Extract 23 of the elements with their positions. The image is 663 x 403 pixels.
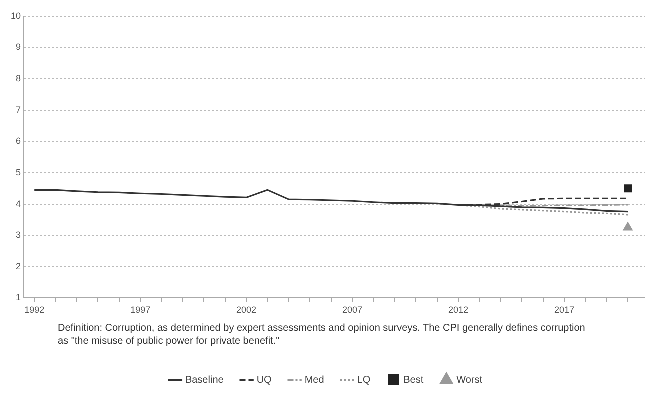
y-tick-label: 9 bbox=[16, 42, 22, 52]
text: Definition: Corruption, as determined by expert assessments and opinion surveys. The CPI generally defines corruption as "the misuse of public power for private benefit." bbox=[58, 322, 586, 347]
y-tick-label: 3 bbox=[16, 230, 22, 240]
legend-label: LQ bbox=[357, 374, 371, 386]
y-tick-label: 1 bbox=[16, 292, 22, 303]
x-tick-label: 1992 bbox=[24, 305, 45, 316]
x-tick-label: 2017 bbox=[554, 305, 574, 316]
legend-label: Best bbox=[404, 374, 424, 386]
x-tick-label: 2007 bbox=[342, 305, 363, 316]
y-tick-label: 8 bbox=[16, 74, 22, 84]
legend-label: Med bbox=[304, 374, 324, 386]
x-tick-label: 1997 bbox=[130, 305, 151, 316]
y-tick-label: 7 bbox=[16, 104, 22, 115]
y-tick-label: 5 bbox=[16, 167, 22, 178]
y-tick-label: 4 bbox=[16, 198, 22, 209]
x-tick-label: 2002 bbox=[236, 305, 257, 316]
x-tick-label: 2012 bbox=[448, 305, 469, 316]
y-tick-label: 2 bbox=[16, 261, 22, 272]
y-tick-label: 6 bbox=[16, 136, 22, 146]
y-tick-label: 10 bbox=[10, 10, 22, 21]
legend-label: UQ bbox=[256, 374, 272, 386]
legend-label: Baseline bbox=[185, 374, 224, 386]
legend-label: Worst bbox=[456, 374, 483, 386]
